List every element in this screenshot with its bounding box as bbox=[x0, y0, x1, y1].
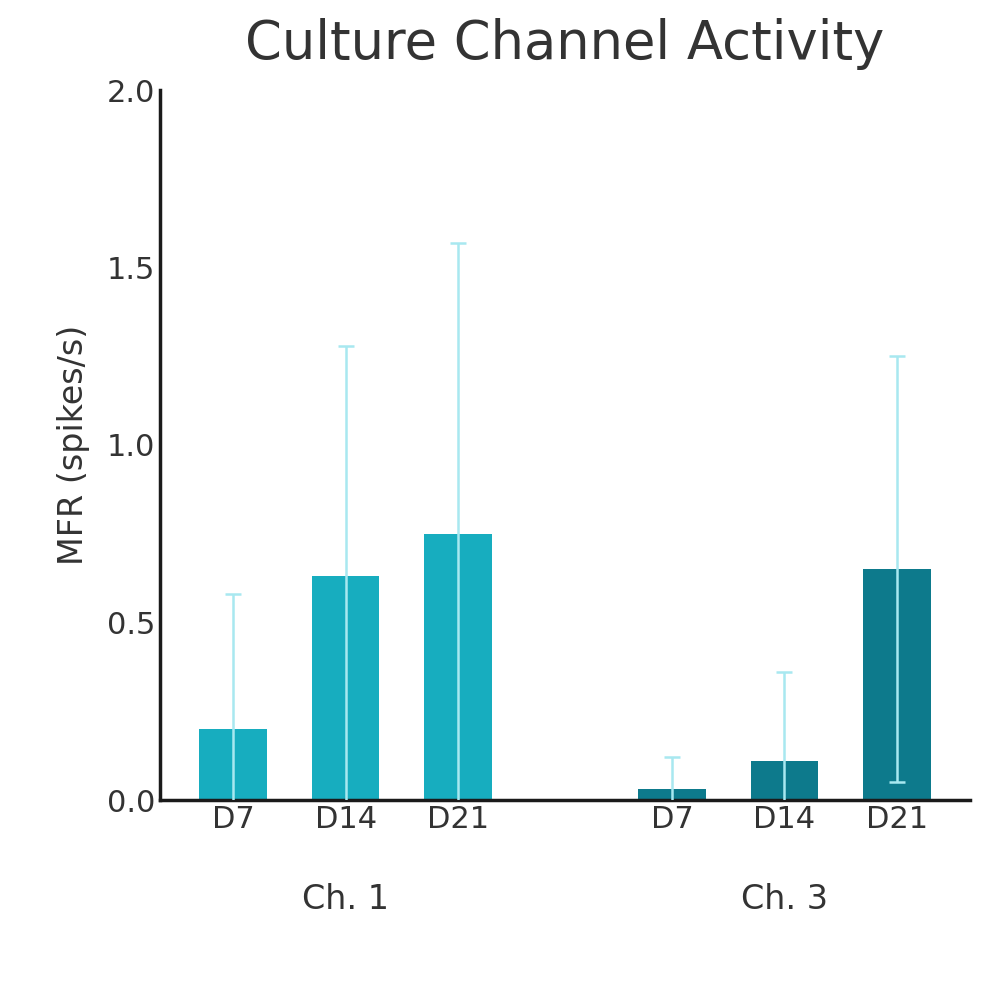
Bar bbox=[863, 569, 931, 800]
Text: Ch. 1: Ch. 1 bbox=[302, 883, 389, 916]
Bar bbox=[751, 761, 818, 800]
Bar bbox=[199, 729, 267, 800]
Title: Culture Channel Activity: Culture Channel Activity bbox=[245, 18, 885, 70]
Bar bbox=[424, 534, 492, 800]
Bar bbox=[312, 576, 379, 800]
Bar bbox=[638, 789, 706, 800]
Y-axis label: MFR (spikes/s): MFR (spikes/s) bbox=[57, 325, 90, 565]
Text: Ch. 3: Ch. 3 bbox=[741, 883, 828, 916]
